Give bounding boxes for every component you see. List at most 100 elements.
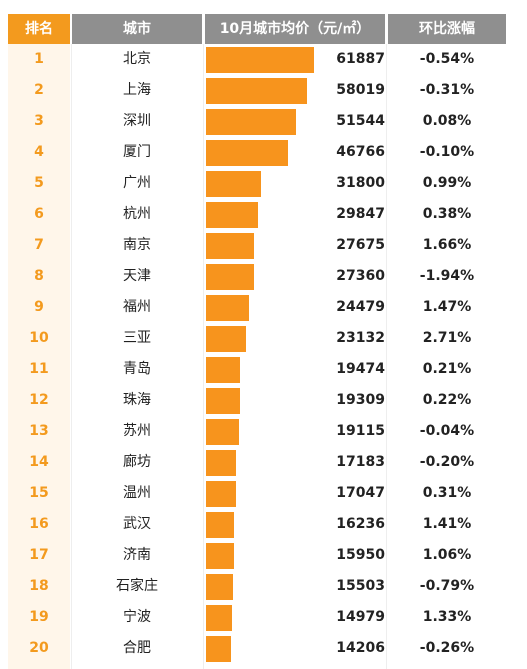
price-value: 61887 [336, 51, 385, 67]
table-row: 15 温州 17047 0.31% [0, 478, 510, 509]
price-bar [206, 357, 240, 383]
change-cell: 1.41% [422, 516, 472, 532]
change-cell: 0.21% [422, 361, 472, 377]
price-value: 17183 [336, 454, 385, 470]
rank-cell: 8 [34, 268, 44, 284]
table-row: 1 北京 61887 -0.54% [0, 44, 510, 75]
change-cell: 0.31% [422, 485, 472, 501]
price-bar [206, 47, 314, 73]
price-bar [206, 605, 232, 631]
table-row: 18 石家庄 15503 -0.79% [0, 571, 510, 602]
city-cell: 杭州 [123, 206, 151, 222]
price-bar [206, 636, 231, 662]
table-row: 13 苏州 19115 -0.04% [0, 416, 510, 447]
price-value: 51544 [336, 113, 385, 129]
table-row: 2 上海 58019 -0.31% [0, 75, 510, 106]
price-value: 24479 [336, 299, 385, 315]
table-row: 6 杭州 29847 0.38% [0, 199, 510, 230]
rank-column-shade [8, 44, 70, 669]
city-cell: 珠海 [123, 392, 151, 408]
city-cell: 北京 [123, 51, 151, 67]
price-value: 16236 [336, 516, 385, 532]
price-bar [206, 481, 236, 507]
change-cell: 1.66% [422, 237, 472, 253]
table-row: 11 青岛 19474 0.21% [0, 354, 510, 385]
price-bar [206, 543, 234, 569]
change-cell: 0.22% [422, 392, 472, 408]
rank-cell: 15 [29, 485, 49, 501]
table-row: 19 宁波 14979 1.33% [0, 602, 510, 633]
city-cell: 合肥 [123, 640, 151, 656]
header-change: 环比涨幅 [388, 14, 506, 44]
table-row: 12 珠海 19309 0.22% [0, 385, 510, 416]
price-bar [206, 388, 240, 414]
rank-cell: 16 [29, 516, 49, 532]
table-row: 5 广州 31800 0.99% [0, 168, 510, 199]
price-bar [206, 109, 296, 135]
price-value: 15950 [336, 547, 385, 563]
price-bar [206, 140, 288, 166]
city-cell: 厦门 [123, 144, 151, 160]
price-value: 17047 [336, 485, 385, 501]
price-value: 31800 [336, 175, 385, 191]
city-cell: 深圳 [123, 113, 151, 129]
change-cell: 1.06% [422, 547, 472, 563]
change-cell: -0.54% [419, 51, 475, 67]
rank-cell: 5 [34, 175, 44, 191]
price-bar [206, 264, 254, 290]
column-divider [386, 44, 387, 669]
table-row: 14 廊坊 17183 -0.20% [0, 447, 510, 478]
price-value: 58019 [336, 82, 385, 98]
price-value: 19115 [336, 423, 385, 439]
price-value: 46766 [336, 144, 385, 160]
change-cell: -0.26% [419, 640, 475, 656]
price-bar [206, 233, 254, 259]
table-row: 16 武汉 16236 1.41% [0, 509, 510, 540]
price-value: 15503 [336, 578, 385, 594]
price-value: 14979 [336, 609, 385, 625]
change-cell: -1.94% [419, 268, 475, 284]
table-row: 7 南京 27675 1.66% [0, 230, 510, 261]
change-cell: 2.71% [422, 330, 472, 346]
city-cell: 苏州 [123, 423, 151, 439]
city-cell: 武汉 [123, 516, 151, 532]
price-value: 29847 [336, 206, 385, 222]
price-bar [206, 419, 239, 445]
rank-cell: 12 [29, 392, 49, 408]
change-cell: 0.38% [422, 206, 472, 222]
price-bar [206, 574, 233, 600]
table-row: 8 天津 27360 -1.94% [0, 261, 510, 292]
change-cell: 1.47% [422, 299, 472, 315]
price-bar [206, 295, 249, 321]
city-cell: 天津 [123, 268, 151, 284]
rank-cell: 18 [29, 578, 49, 594]
city-cell: 温州 [123, 485, 151, 501]
table-row: 17 济南 15950 1.06% [0, 540, 510, 571]
rank-cell: 11 [29, 361, 49, 377]
price-ranking-table: 排名 城市 10月城市均价（元/㎡） 环比涨幅 1 北京 61887 -0.54% 2 上… [0, 14, 510, 669]
city-cell: 石家庄 [116, 578, 158, 594]
rank-cell: 7 [34, 237, 44, 253]
city-cell: 三亚 [123, 330, 151, 346]
table-row: 20 合肥 14206 -0.26% [0, 633, 510, 664]
price-bar [206, 171, 261, 197]
change-cell: 1.33% [422, 609, 472, 625]
city-cell: 青岛 [123, 361, 151, 377]
change-cell: -0.04% [419, 423, 475, 439]
rank-cell: 10 [29, 330, 49, 346]
rank-cell: 13 [29, 423, 49, 439]
price-bar [206, 202, 258, 228]
price-bar [206, 512, 234, 538]
table-row: 4 厦门 46766 -0.10% [0, 137, 510, 168]
header-city: 城市 [72, 14, 202, 44]
rank-cell: 20 [29, 640, 49, 656]
table-row: 9 福州 24479 1.47% [0, 292, 510, 323]
rank-cell: 4 [34, 144, 44, 160]
price-value: 19309 [336, 392, 385, 408]
price-value: 19474 [336, 361, 385, 377]
rank-cell: 3 [34, 113, 44, 129]
rank-cell: 17 [29, 547, 49, 563]
column-divider [71, 44, 72, 669]
price-bar [206, 326, 246, 352]
header-price: 10月城市均价（元/㎡） [205, 14, 385, 44]
